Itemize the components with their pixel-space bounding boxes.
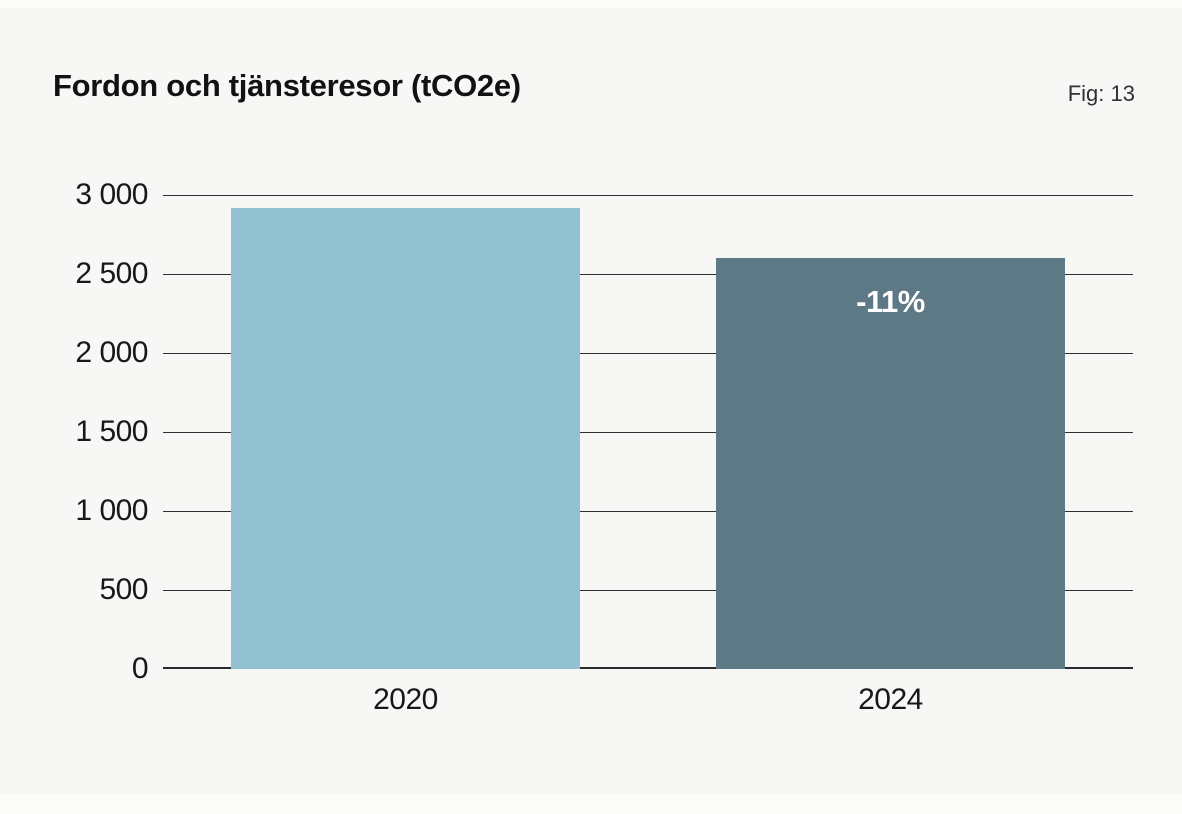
x-axis-label-2020: 2020 [373, 683, 438, 716]
figure-number-label: Fig: 13 [1067, 81, 1135, 106]
x-axis-label-2024: 2024 [858, 683, 923, 716]
bar-change-label-2024: -11% [856, 284, 925, 319]
y-axis-tick-label-1500: 1 500 [75, 415, 148, 448]
bar-2020 [231, 208, 580, 669]
gridline-1000 [163, 511, 1133, 512]
gridline-2000 [163, 353, 1133, 354]
y-axis-tick-label-1000: 1 000 [75, 494, 148, 527]
y-axis-tick-label-2000: 2 000 [75, 336, 148, 369]
y-axis-tick-label-2500: 2 500 [75, 257, 148, 290]
bar-chart-plot-area: 3 000 2 500 2 000 1 500 1 000 500 0 2020 -11% 202… [75, 178, 1133, 716]
y-axis-tick-label-500: 500 [99, 573, 148, 606]
gridline-3000 [163, 195, 1133, 196]
chart-title: Fordon och tjänsteresor (tCO2e) [53, 68, 521, 103]
x-axis-baseline [163, 667, 1133, 669]
bar-2024: -11% [716, 258, 1065, 669]
y-axis-tick-label-3000: 3 000 [75, 178, 148, 211]
y-axis-tick-label-0: 0 [131, 652, 149, 685]
chart-card: Fordon och tjänsteresor (tCO2e) Fig: 13 … [0, 8, 1182, 794]
gridline-1500 [163, 432, 1133, 433]
gridline-2500 [163, 274, 1133, 275]
gridline-500 [163, 590, 1133, 591]
